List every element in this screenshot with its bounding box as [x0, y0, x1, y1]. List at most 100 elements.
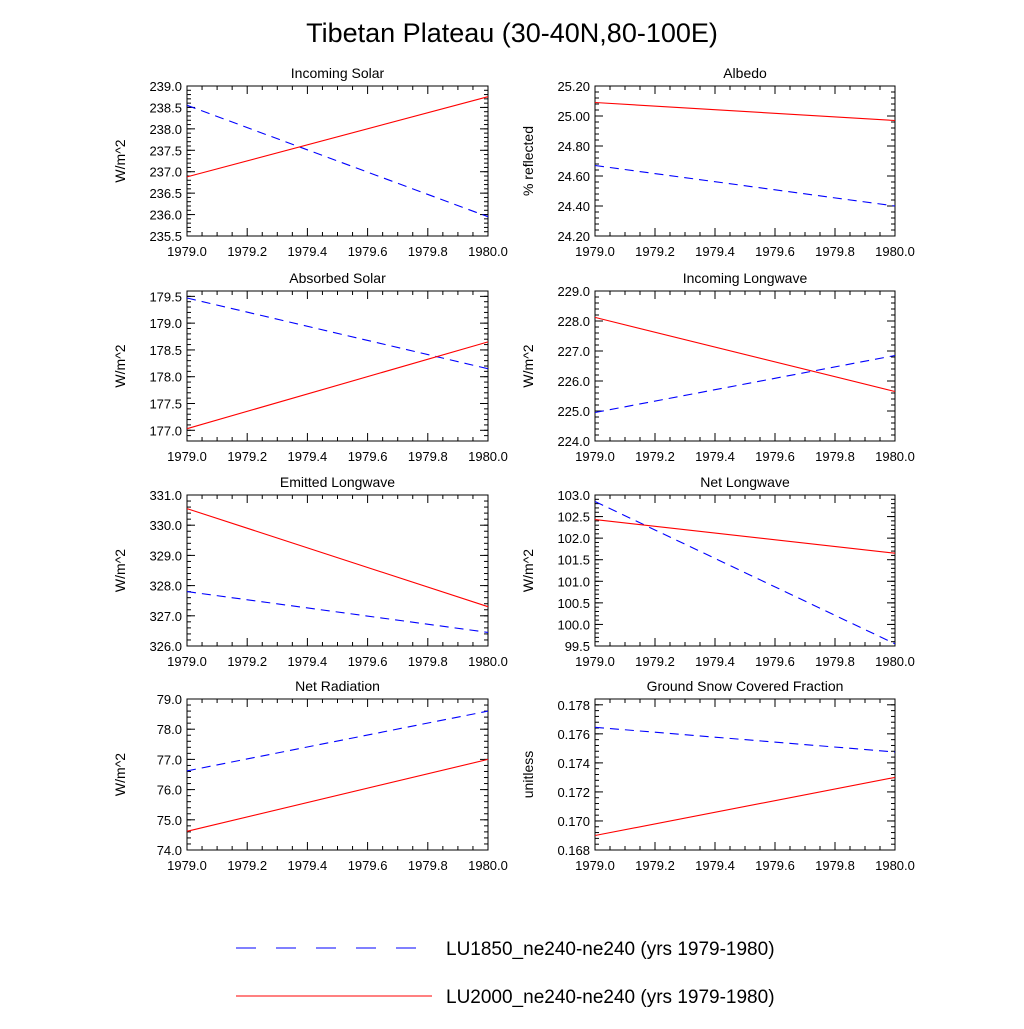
x-tick-label: 1979.0: [167, 244, 207, 259]
x-tick-label: 1979.6: [755, 858, 795, 873]
x-tick-label: 1979.8: [815, 858, 855, 873]
x-tick-label: 1979.0: [575, 858, 615, 873]
series-line-lu2000: [594, 316, 896, 393]
y-tick-label: 99.5: [565, 639, 590, 654]
plot-frame: [594, 85, 896, 237]
panel-title: Emitted Longwave: [280, 474, 395, 490]
x-tick-label: 1980.0: [468, 858, 508, 873]
y-tick-label: 100.0: [557, 617, 590, 632]
x-tick-label: 1980.0: [875, 449, 915, 464]
plot-frame: [186, 698, 489, 851]
y-axis-label: unitless: [520, 751, 536, 798]
y-tick-label: 25.20: [557, 79, 590, 94]
panels: Incoming Solar W/m^2 1979.0 1979.2 1979.4 197…: [112, 65, 915, 873]
y-tick-label: 239.0: [149, 79, 182, 94]
panel-7: Net Radiation W/m^2 1979.0 1979.2 1979.4 1979…: [112, 678, 508, 873]
legend-label-1: LU1850_ne240-ne240 (yrs 1979-1980): [446, 939, 775, 960]
y-tick-label: 236.5: [149, 186, 182, 201]
x-tick-label: 1979.6: [755, 244, 795, 259]
y-tick-label: 78.0: [157, 722, 182, 737]
x-tick-label: 1979.4: [288, 244, 328, 259]
y-tick-label: 224.0: [557, 434, 590, 449]
legend: LU1850_ne240-ne240 (yrs 1979-1980) LU2000…: [236, 939, 775, 1008]
y-axis-label: W/m^2: [112, 549, 128, 592]
y-tick-label: 331.0: [149, 488, 182, 503]
x-tick-label: 1979.4: [288, 449, 328, 464]
series-line-lu1850: [186, 104, 489, 218]
panel-6: Net Longwave W/m^2 1979.0 1979.2 1979.4 1979.…: [520, 474, 915, 669]
x-tick-label: 1979.4: [288, 858, 328, 873]
x-tick-label: 1979.4: [695, 858, 735, 873]
panel-4: Incoming Longwave W/m^2 1979.0 1979.2 1979.4…: [520, 270, 915, 464]
y-tick-label: 0.172: [557, 785, 590, 800]
panel-8: Ground Snow Covered Fraction unitless 1979…: [520, 678, 915, 873]
x-tick-label: 1979.6: [348, 449, 388, 464]
x-tick-label: 1979.0: [575, 449, 615, 464]
y-tick-label: 328.0: [149, 579, 182, 594]
panel-title: Net Longwave: [700, 474, 790, 490]
y-tick-label: 178.5: [149, 343, 182, 358]
x-tick-label: 1979.8: [408, 449, 448, 464]
y-tick-label: 229.0: [557, 284, 590, 299]
y-tick-label: 225.0: [557, 404, 590, 419]
y-tick-label: 101.5: [557, 553, 590, 568]
y-tick-label: 24.60: [557, 169, 590, 184]
x-tick-label: 1980.0: [468, 244, 508, 259]
y-tick-label: 237.0: [149, 165, 182, 180]
y-tick-label: 330.0: [149, 518, 182, 533]
series-line-lu2000: [594, 776, 896, 837]
y-tick-label: 228.0: [557, 314, 590, 329]
y-tick-label: 237.5: [149, 143, 182, 158]
series-line-lu1850: [594, 164, 896, 207]
plot-frame: [594, 290, 896, 442]
y-tick-label: 0.174: [557, 756, 590, 771]
y-tick-label: 227.0: [557, 344, 590, 359]
y-tick-label: 236.0: [149, 208, 182, 223]
y-tick-label: 24.80: [557, 139, 590, 154]
series-line-lu1850: [594, 501, 896, 645]
series-line-lu1850: [594, 354, 896, 414]
y-axis-label: W/m^2: [112, 139, 128, 182]
y-axis-label: W/m^2: [520, 344, 536, 387]
plot-frame: [594, 494, 896, 647]
x-tick-label: 1979.8: [408, 654, 448, 669]
panel-title: Incoming Longwave: [683, 270, 808, 286]
series-line-lu1850: [186, 591, 489, 633]
series-line-lu1850: [186, 710, 489, 772]
y-tick-label: 79.0: [157, 692, 182, 707]
x-tick-label: 1980.0: [875, 654, 915, 669]
series-line-lu2000: [186, 341, 489, 430]
legend-label-2: LU2000_ne240-ne240 (yrs 1979-1980): [446, 987, 775, 1008]
x-tick-label: 1979.4: [695, 449, 735, 464]
y-axis-label: W/m^2: [112, 344, 128, 387]
y-tick-label: 101.0: [557, 574, 590, 589]
x-tick-label: 1979.6: [348, 244, 388, 259]
y-tick-label: 177.5: [149, 397, 182, 412]
x-tick-label: 1979.2: [227, 449, 267, 464]
x-tick-label: 1979.2: [635, 654, 675, 669]
series-line-lu1850: [186, 297, 489, 370]
y-tick-label: 177.0: [149, 423, 182, 438]
x-tick-label: 1979.0: [575, 244, 615, 259]
y-tick-label: 24.40: [557, 199, 590, 214]
x-tick-label: 1979.4: [695, 654, 735, 669]
plot-frame: [186, 494, 489, 647]
y-tick-label: 226.0: [557, 374, 590, 389]
x-tick-label: 1979.0: [167, 858, 207, 873]
series-line-lu2000: [186, 508, 489, 608]
y-tick-label: 0.170: [557, 814, 590, 829]
x-tick-label: 1979.0: [167, 654, 207, 669]
panel-title: Ground Snow Covered Fraction: [647, 678, 844, 694]
y-tick-label: 76.0: [157, 783, 182, 798]
panel-5: Emitted Longwave W/m^2 1979.0 1979.2 1979.4 1…: [112, 474, 508, 669]
x-tick-label: 1979.8: [408, 244, 448, 259]
y-tick-label: 179.0: [149, 316, 182, 331]
x-tick-label: 1979.2: [635, 244, 675, 259]
x-tick-label: 1979.2: [227, 858, 267, 873]
plot-frame: [594, 698, 896, 851]
y-tick-label: 0.178: [557, 698, 590, 713]
x-tick-label: 1980.0: [468, 449, 508, 464]
y-tick-label: 0.168: [557, 843, 590, 858]
x-tick-label: 1979.8: [815, 449, 855, 464]
x-tick-label: 1979.6: [755, 449, 795, 464]
